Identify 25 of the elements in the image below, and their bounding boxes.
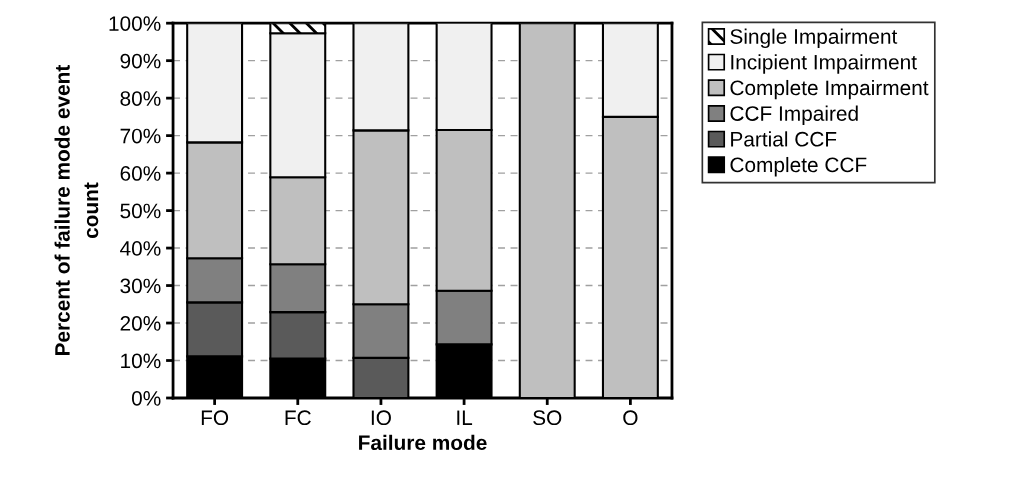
y-tick-label: 30% bbox=[120, 278, 161, 294]
y-tick-label: 10% bbox=[121, 353, 161, 369]
legend-label: Partial CCF bbox=[731, 131, 837, 147]
y-tick-label: 40% bbox=[120, 241, 161, 256]
y-tick-label: 0% bbox=[131, 390, 161, 406]
x-tick-label: IO bbox=[371, 410, 391, 426]
y-tick-label: 50% bbox=[120, 203, 161, 219]
y-axis-title: Percent of failure mode event count bbox=[54, 64, 99, 356]
y-tick-label: 60% bbox=[120, 166, 161, 181]
x-tick-label: FC bbox=[285, 410, 311, 426]
y-tick-label: 90% bbox=[120, 53, 161, 69]
y-tick-label: 20% bbox=[120, 316, 161, 331]
x-tick-label: SO bbox=[533, 410, 562, 426]
y-tick-label: 70% bbox=[120, 128, 161, 144]
legend-label: Complete Impairment bbox=[730, 79, 929, 100]
x-tick-label: IL bbox=[457, 410, 473, 425]
legend-label: Single Impairment bbox=[730, 28, 898, 49]
y-tick-label: 100% bbox=[109, 16, 161, 31]
y-tick-label: 80% bbox=[120, 91, 161, 106]
x-tick-label: FO bbox=[201, 410, 229, 426]
x-axis-title: Failure mode bbox=[359, 434, 487, 451]
x-tick-label: O bbox=[623, 410, 638, 426]
legend-label: CCF Impaired bbox=[730, 105, 858, 126]
legend-label: Incipient Impairment bbox=[731, 54, 917, 74]
legend-label: Complete CCF bbox=[730, 156, 867, 177]
